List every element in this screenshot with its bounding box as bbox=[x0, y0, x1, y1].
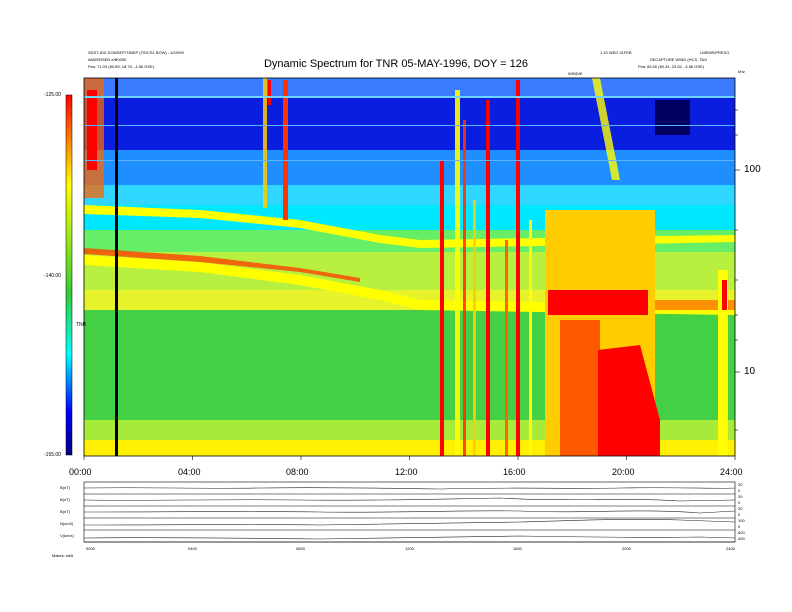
panel-rtick-2: 20 bbox=[738, 494, 743, 499]
panel-xtick-6: 2400 bbox=[726, 546, 735, 551]
chart-title: Dynamic Spectrum for TNR 05-MAY-1996, DO… bbox=[263, 58, 528, 70]
spectrogram bbox=[84, 78, 735, 456]
header-info-line1: SDST-IDX DOMSEP/TIMEP (TIDCS1 BOW) - 4/1… bbox=[88, 50, 184, 55]
header-info-line3: Pos: 71.03 (80.89, 18.76, -4.56 GSE) bbox=[88, 64, 155, 69]
panel-rtick-3: 0 bbox=[738, 500, 741, 505]
colorbar-tick-mid: -140.00 bbox=[44, 273, 61, 279]
panel-rtick-7: 0 bbox=[738, 524, 741, 529]
panel-rtick-1: 0 bbox=[738, 488, 741, 493]
x-tick-0400: 04:00 bbox=[178, 467, 201, 477]
x-tick-1200: 12:00 bbox=[395, 467, 418, 477]
header-info-right4: Pos: 84.00 (80.34, 23.52, -4.56 GSE) bbox=[638, 64, 705, 69]
colorbar-label: TNR bbox=[76, 322, 87, 328]
panel-xtick-0: 0000 bbox=[86, 546, 95, 551]
x-tick-0000: 00:00 bbox=[69, 467, 92, 477]
x-tick-0800: 08:00 bbox=[286, 467, 309, 477]
panel-rtick-4: 20 bbox=[738, 506, 743, 511]
panel-xtick-3: 1200 bbox=[405, 546, 414, 551]
panel-rtick-0: 20 bbox=[738, 482, 743, 487]
panel-xtick-4: 1600 bbox=[513, 546, 522, 551]
footer-note: Makes: wk5 bbox=[52, 553, 74, 558]
panel-rtick-9: 400 bbox=[738, 536, 745, 541]
time-marker-line bbox=[115, 78, 118, 456]
panel-rtick-8: 600 bbox=[738, 530, 745, 535]
y-tick-10: 10 bbox=[744, 366, 756, 377]
x-axis bbox=[83, 456, 736, 460]
panel-rtick-6: 100 bbox=[738, 518, 745, 523]
corner-tag: kHz bbox=[738, 69, 745, 74]
colorbar-tick-bottom: -155.00 bbox=[44, 452, 61, 458]
x-tick-2000: 20:00 bbox=[612, 467, 635, 477]
colorbar bbox=[65, 94, 73, 456]
center-tag: WIND/E bbox=[568, 71, 583, 76]
bottom-panels bbox=[83, 481, 736, 543]
x-tick-2400: 24:00 bbox=[720, 467, 743, 477]
y-tick-100: 100 bbox=[744, 164, 761, 175]
panel-label-5: V(km/s) bbox=[60, 533, 74, 538]
panel-rtick-5: 0 bbox=[738, 512, 741, 517]
panel-label-2: B(nT) bbox=[60, 497, 70, 502]
header-info-right1: 1.10 WED 31FEB bbox=[600, 50, 632, 55]
x-tick-1600: 16:00 bbox=[503, 467, 526, 477]
panel-label-4: N(cm3) bbox=[60, 521, 74, 526]
panel-xtick-2: 0800 bbox=[296, 546, 305, 551]
header-info-right2: LMEMS/PRESO bbox=[700, 50, 730, 55]
header-info-right3: SECAPTURE WIND (HCS, TAG bbox=[650, 57, 708, 62]
panel-label-1: B(nT) bbox=[60, 485, 70, 490]
colorbar-tick-top: -125.00 bbox=[44, 92, 61, 98]
panel-xtick-1: 0400 bbox=[188, 546, 197, 551]
panel-xtick-5: 2000 bbox=[622, 546, 631, 551]
right-axis bbox=[735, 109, 740, 431]
panel-label-3: B(nT) bbox=[60, 509, 70, 514]
header-info-line2: ANDERSEN e/B0000 bbox=[88, 57, 127, 62]
